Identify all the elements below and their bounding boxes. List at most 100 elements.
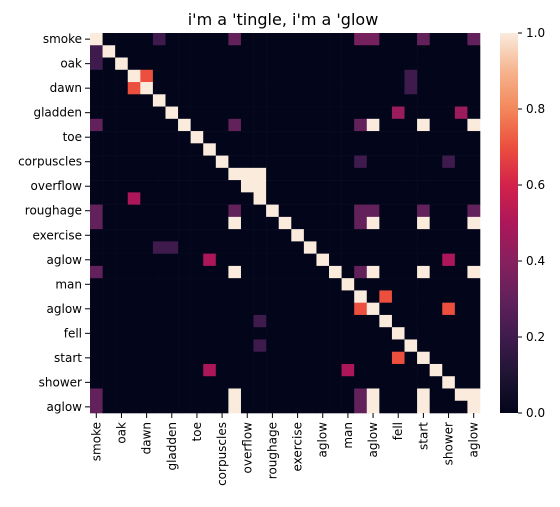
heatmap-cell [442,57,456,71]
heatmap-cell [102,253,116,267]
heatmap-cell [152,57,166,71]
heatmap-cell [316,241,330,254]
heatmap-cell [341,57,355,71]
heatmap-cell [266,388,280,402]
heatmap-cell [278,339,292,353]
heatmap-cell [102,351,116,365]
heatmap-cell [429,351,443,365]
heatmap-cell [215,363,229,377]
heatmap-cell [115,131,129,144]
heatmap-cell [140,192,154,205]
heatmap-cell [291,253,305,267]
heatmap-cell [467,69,481,83]
heatmap-cell [278,351,292,365]
heatmap-cell [442,69,456,83]
heatmap-cell [429,278,443,291]
heatmap-cell [228,253,242,267]
heatmap-cell [140,33,154,46]
heatmap-cell [404,82,418,95]
heatmap-cell [102,180,116,193]
heatmap-cell [102,192,116,205]
heatmap-cell [454,155,468,169]
heatmap-cell [266,302,280,316]
heatmap-cell [90,400,103,414]
heatmap-cell [228,167,242,181]
heatmap-cell [102,339,116,353]
heatmap-cell [291,363,305,377]
heatmap-cell [341,327,355,340]
heatmap-cell [467,33,481,46]
heatmap-cell [178,118,191,132]
heatmap-cell [215,143,229,156]
heatmap-cell [203,241,217,254]
heatmap-cell [240,69,254,83]
heatmap-cell [253,290,267,303]
heatmap-cell [240,290,254,303]
heatmap-cell [303,45,317,58]
heatmap-cell [165,192,179,205]
heatmap-cell [442,106,456,120]
heatmap-cell [404,351,418,365]
heatmap-cell [102,241,116,254]
heatmap-cell [454,167,468,181]
heatmap-cell [266,167,280,181]
heatmap-cell [228,363,242,377]
heatmap-cell [178,363,191,377]
heatmap-cell [127,351,141,365]
y-tick-label: aglow [47,400,83,414]
heatmap-cell [354,314,368,328]
heatmap-cell [354,388,368,402]
heatmap-cell [178,314,191,328]
heatmap-cell [90,82,103,95]
heatmap-cell [278,388,292,402]
heatmap-cell [278,69,292,83]
heatmap-cell [253,302,267,316]
heatmap-cell [442,339,456,353]
heatmap-cell [404,216,418,230]
heatmap-cell [454,388,468,402]
x-tick-label: corpuscles [215,422,229,486]
heatmap-cell [190,253,204,267]
heatmap-cell [266,155,280,169]
heatmap-cell [278,241,292,254]
heatmap-cell [454,216,468,230]
heatmap-cell [240,339,254,353]
heatmap-cell [341,192,355,205]
heatmap-cell [417,69,430,83]
heatmap-cell [266,143,280,156]
heatmap-cell [240,241,254,254]
heatmap-cell [90,265,103,279]
heatmap-cell [115,33,129,46]
heatmap-cell [391,167,405,181]
heatmap-cell [391,155,405,169]
heatmap-cell [454,192,468,205]
heatmap-cell [278,376,292,389]
heatmap-cell [291,339,305,353]
heatmap-cell [102,82,116,95]
heatmap-cell [178,253,191,267]
heatmap-cell [442,351,456,365]
heatmap-cell [240,400,254,414]
heatmap-cell [115,57,129,71]
heatmap-cell [467,167,481,181]
heatmap-cell [391,131,405,144]
heatmap-cell [140,253,154,267]
y-tick-label: fell [64,326,82,340]
heatmap-cell [215,192,229,205]
heatmap-cell [203,82,217,95]
heatmap-cell [329,253,342,267]
heatmap-cell [165,400,179,414]
heatmap-cell [115,253,129,267]
heatmap-cell [215,278,229,291]
heatmap-cell [467,57,481,71]
heatmap-cell [266,265,280,279]
heatmap-cell [366,376,380,389]
heatmap-cell [90,33,103,46]
heatmap-cell [341,363,355,377]
heatmap-cell [152,265,166,279]
heatmap-cell [115,278,129,291]
heatmap-cell [366,167,380,181]
heatmap-cell [152,314,166,328]
heatmap-cell [291,143,305,156]
heatmap-cell [178,229,191,242]
